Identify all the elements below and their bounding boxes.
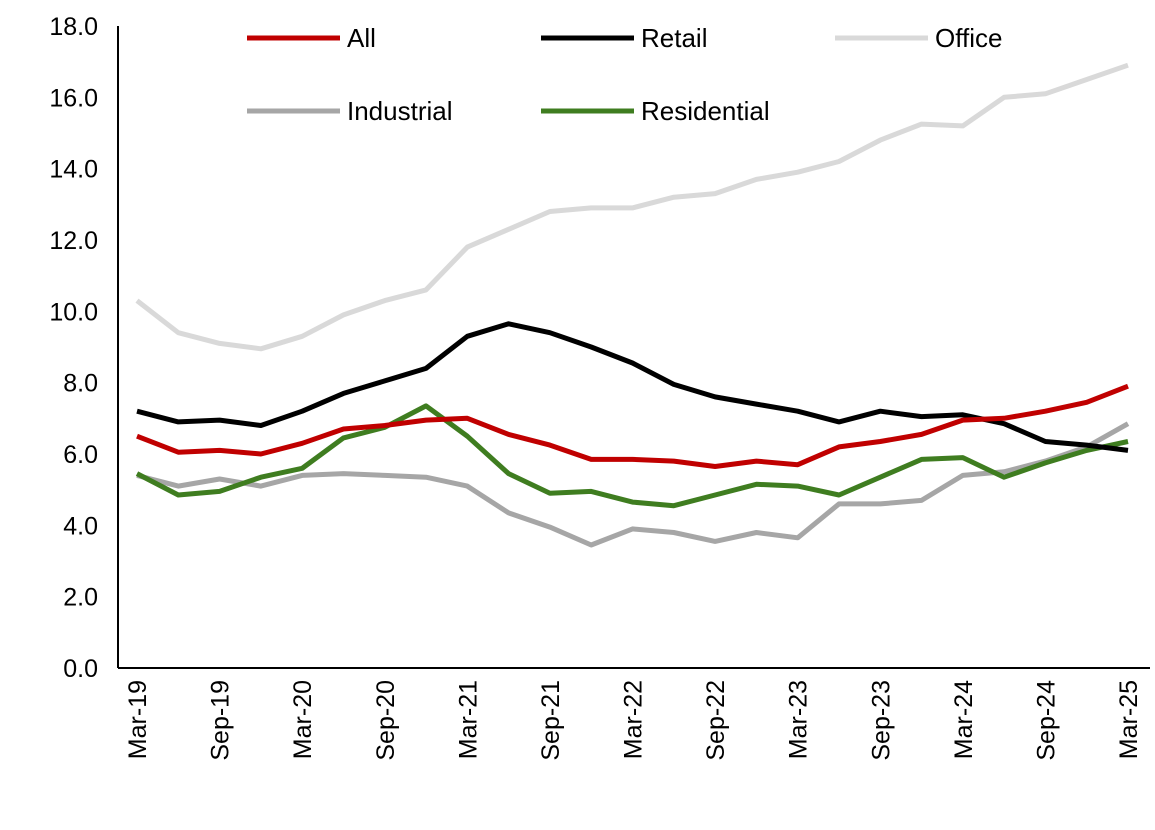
- x-tick-label: Mar-24: [950, 680, 978, 759]
- y-tick-label: 12.0: [49, 227, 98, 255]
- y-tick-label: 14.0: [49, 156, 98, 184]
- series-line-all: [136, 383, 1129, 469]
- y-tick-label: 2.0: [63, 584, 98, 612]
- x-tick-label: Sep-21: [537, 680, 565, 761]
- x-tick-label: Mar-19: [124, 680, 152, 759]
- series-layer: [135, 62, 1130, 548]
- series-line-retail: [136, 321, 1129, 453]
- x-tick-label: Sep-20: [372, 680, 400, 761]
- series-line-industrial: [136, 421, 1130, 548]
- legend-label-residential: Residential: [641, 96, 770, 126]
- x-tick-label: Mar-21: [454, 680, 482, 759]
- legend-label-industrial: Industrial: [347, 96, 453, 126]
- legend-label-all: All: [347, 23, 376, 53]
- y-tick-label: 4.0: [63, 512, 98, 540]
- y-tick-label: 6.0: [63, 441, 98, 469]
- x-tick-label: Sep-24: [1032, 680, 1060, 761]
- series-line-office: [135, 62, 1129, 352]
- legend: All Retail Office Industrial Residential: [247, 23, 1002, 126]
- series-line-residential: [135, 403, 1129, 509]
- x-tick-label: Sep-19: [207, 680, 235, 761]
- x-tick-label: Sep-23: [867, 680, 895, 761]
- legend-label-retail: Retail: [641, 23, 707, 53]
- x-tick-labels: Mar-19 Sep-19 Mar-20 Sep-20 Mar-21 Sep-21 Mar-…: [124, 680, 1143, 761]
- x-tick-label: Mar-25: [1115, 680, 1143, 759]
- x-tick-label: Sep-22: [702, 680, 730, 761]
- y-tick-label: 8.0: [63, 370, 98, 398]
- x-tick-label: Mar-23: [785, 680, 813, 759]
- y-tick-label: 0.0: [63, 655, 98, 683]
- y-tick-label: 10.0: [49, 298, 98, 326]
- legend-label-office: Office: [935, 23, 1002, 53]
- x-tick-label: Mar-20: [289, 680, 317, 759]
- y-tick-label: 16.0: [49, 84, 98, 112]
- y-tick-label: 18.0: [49, 13, 98, 41]
- x-tick-label: Mar-22: [620, 680, 648, 759]
- y-tick-labels: 0.0 2.0 4.0 6.0 8.0 10.0 12.0 14.0 16.0 18.0: [49, 13, 98, 683]
